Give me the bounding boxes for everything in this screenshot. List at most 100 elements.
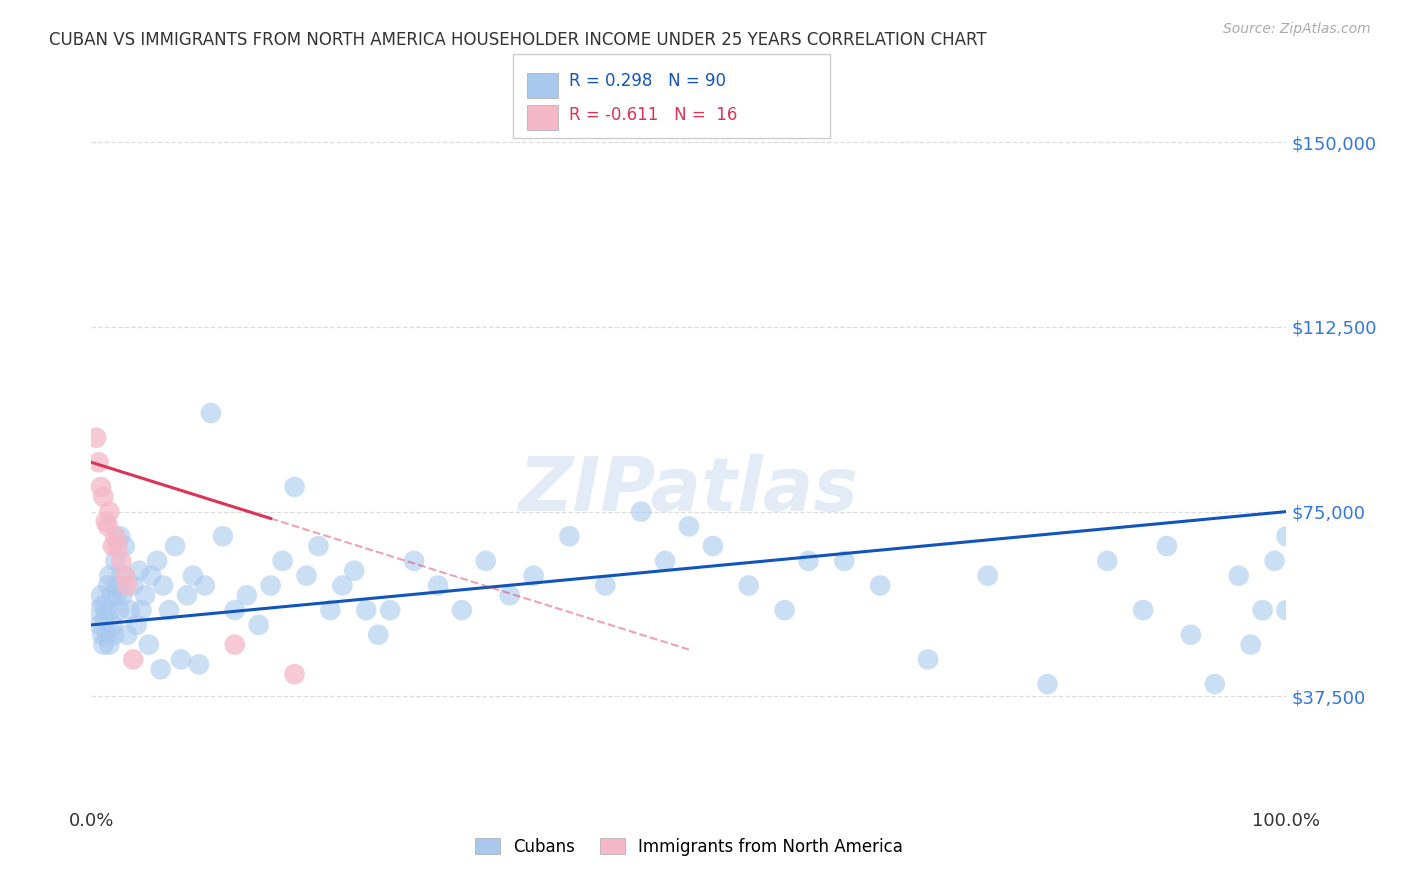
Point: [100, 603, 122, 617]
Point: [111, 588, 134, 602]
Point: [917, 652, 939, 666]
Point: [1240, 638, 1263, 652]
Point: [114, 568, 136, 582]
Point: [1132, 603, 1154, 617]
Point: [247, 618, 270, 632]
Point: [1180, 628, 1202, 642]
Point: [125, 618, 148, 632]
Legend: Cubans, Immigrants from North America: Cubans, Immigrants from North America: [468, 831, 910, 863]
Point: [93, 598, 114, 612]
Point: [450, 603, 472, 617]
Point: [93, 490, 114, 504]
Point: [367, 628, 389, 642]
Point: [94, 515, 117, 529]
Text: Source: ZipAtlas.com: Source: ZipAtlas.com: [1223, 22, 1371, 37]
Point: [152, 578, 174, 592]
Point: [284, 667, 307, 681]
Point: [678, 519, 700, 533]
Point: [523, 568, 546, 582]
Point: [404, 554, 426, 568]
Point: [118, 603, 141, 617]
Point: [138, 638, 160, 652]
Point: [100, 588, 122, 602]
Point: [107, 539, 129, 553]
Point: [96, 628, 118, 642]
Point: [149, 662, 172, 676]
Point: [211, 529, 233, 543]
Point: [181, 568, 204, 582]
Point: [284, 480, 307, 494]
Point: [378, 603, 402, 617]
Point: [170, 652, 193, 666]
Point: [103, 628, 125, 642]
Point: [332, 578, 354, 592]
Point: [187, 657, 211, 672]
Point: [107, 578, 129, 592]
Point: [110, 554, 132, 568]
Point: [797, 554, 820, 568]
Point: [1251, 603, 1274, 617]
Point: [108, 603, 131, 617]
Point: [89, 618, 111, 632]
Point: [869, 578, 891, 592]
Point: [1036, 677, 1059, 691]
Point: [1264, 554, 1286, 568]
Point: [224, 638, 246, 652]
Point: [1275, 603, 1298, 617]
Point: [97, 578, 120, 592]
Point: [1275, 529, 1298, 543]
Point: [630, 505, 652, 519]
Text: R = 0.298   N = 90: R = 0.298 N = 90: [569, 72, 727, 90]
Point: [654, 554, 676, 568]
Point: [91, 628, 114, 642]
Point: [98, 638, 121, 652]
Point: [101, 618, 124, 632]
Point: [90, 480, 112, 494]
Point: [90, 588, 112, 602]
Point: [737, 578, 759, 592]
Point: [1156, 539, 1178, 553]
Point: [105, 588, 128, 602]
Point: [108, 529, 131, 543]
Point: [343, 564, 366, 578]
Point: [1227, 568, 1250, 582]
Point: [104, 529, 127, 543]
Point: [702, 539, 724, 553]
Point: [773, 603, 796, 617]
Point: [110, 568, 132, 582]
Point: [498, 588, 520, 602]
Point: [115, 628, 138, 642]
Point: [259, 578, 281, 592]
Point: [319, 603, 342, 617]
Point: [104, 554, 127, 568]
Point: [426, 578, 449, 592]
Point: [131, 603, 153, 617]
Point: [86, 603, 108, 617]
Point: [122, 652, 145, 666]
Point: [97, 519, 120, 533]
Point: [235, 588, 259, 602]
Point: [157, 603, 180, 617]
Point: [832, 554, 855, 568]
Point: [307, 539, 329, 553]
Point: [98, 568, 121, 582]
Point: [224, 603, 246, 617]
Point: [200, 406, 222, 420]
Text: CUBAN VS IMMIGRANTS FROM NORTH AMERICA HOUSEHOLDER INCOME UNDER 25 YEARS CORRELA: CUBAN VS IMMIGRANTS FROM NORTH AMERICA H…: [49, 31, 987, 49]
Point: [295, 568, 318, 582]
Point: [84, 431, 107, 445]
Point: [146, 554, 169, 568]
Point: [101, 539, 124, 553]
Point: [558, 529, 581, 543]
Point: [93, 638, 114, 652]
Point: [1097, 554, 1119, 568]
Text: ZIPatlas: ZIPatlas: [519, 454, 859, 526]
Point: [114, 539, 136, 553]
Point: [176, 588, 198, 602]
Point: [93, 613, 115, 627]
Point: [976, 568, 998, 582]
Point: [354, 603, 377, 617]
Point: [94, 603, 117, 617]
Point: [87, 455, 110, 469]
Point: [141, 568, 162, 582]
